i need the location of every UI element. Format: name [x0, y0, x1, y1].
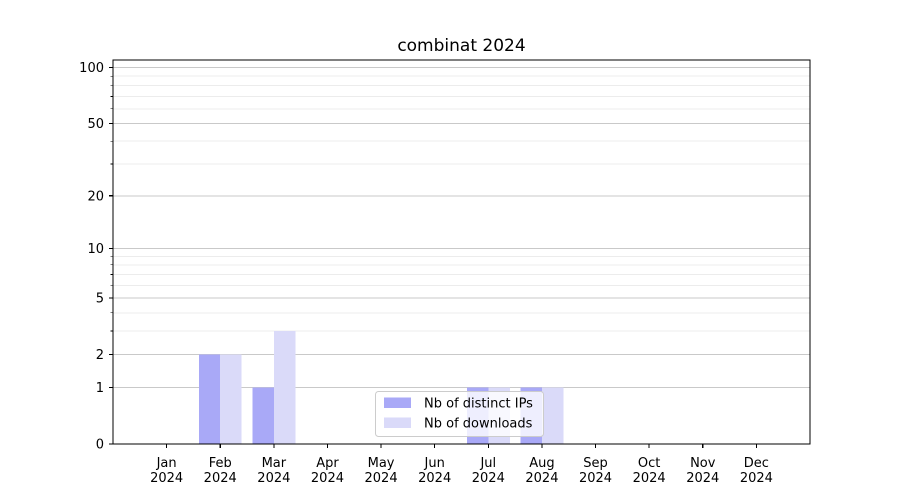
x-tick-label-year: 2024: [472, 471, 505, 486]
x-tick-label-year: 2024: [150, 471, 183, 486]
x-tick-label-month: Jul: [479, 456, 496, 471]
x-tick-label-year: 2024: [311, 471, 344, 486]
x-tick-label-month: Feb: [209, 456, 232, 471]
x-tick-label-month: Dec: [744, 456, 769, 471]
y-tick-label: 50: [87, 117, 104, 132]
x-tick-label-year: 2024: [579, 471, 612, 486]
legend-swatch-downloads-icon: [384, 417, 411, 428]
y-tick-label: 1: [96, 381, 104, 396]
x-tick-label-month: Aug: [529, 456, 554, 471]
x-tick-label-month: Apr: [316, 456, 339, 471]
x-tick-label-year: 2024: [525, 471, 558, 486]
x-tick-label-month: Sep: [583, 456, 608, 471]
tick-marks-and-labels: 0125102050100Jan2024Feb2024Mar2024Apr202…: [79, 61, 773, 486]
x-tick-label-month: Jan: [156, 456, 177, 471]
axes: [112, 59, 811, 445]
y-tick-label: 5: [96, 291, 104, 306]
plot-area: [112, 59, 811, 445]
bar-downloads-aug: [541, 387, 564, 444]
x-tick-label-year: 2024: [257, 471, 290, 486]
x-tick-label-year: 2024: [365, 471, 398, 486]
chart-title: combinat 2024: [397, 36, 525, 56]
x-tick-label-month: Jun: [424, 456, 445, 471]
y-tick-label: 0: [96, 438, 104, 453]
y-tick-label: 2: [96, 348, 104, 363]
bar-downloads-mar: [273, 330, 296, 444]
legend: Nb of distinct IPs Nb of downloads: [375, 391, 544, 437]
y-tick-label: 10: [87, 242, 104, 257]
x-tick-label-month: Oct: [638, 456, 660, 471]
legend-label-downloads: Nb of downloads: [424, 417, 533, 432]
x-tick-label-year: 2024: [418, 471, 451, 486]
bar-downloads-feb: [220, 354, 242, 444]
x-tick-label-year: 2024: [633, 471, 666, 486]
x-tick-label-month: May: [368, 456, 395, 471]
legend-box: [375, 391, 544, 437]
x-tick-label-year: 2024: [686, 471, 719, 486]
y-tick-label: 20: [87, 189, 104, 204]
legend-label-distinct-ips: Nb of distinct IPs: [424, 397, 533, 412]
x-tick-label-month: Mar: [262, 456, 287, 471]
bar-distinct-ips-mar: [252, 387, 274, 444]
y-tick-label: 100: [79, 61, 104, 76]
x-tick-label-year: 2024: [204, 471, 237, 486]
bar-distinct-ips-feb: [198, 354, 221, 444]
x-tick-label-year: 2024: [740, 471, 773, 486]
gridlines-minor: [113, 75, 810, 332]
x-tick-label-month: Nov: [690, 456, 716, 471]
legend-swatch-distinct-ips-icon: [384, 397, 411, 408]
